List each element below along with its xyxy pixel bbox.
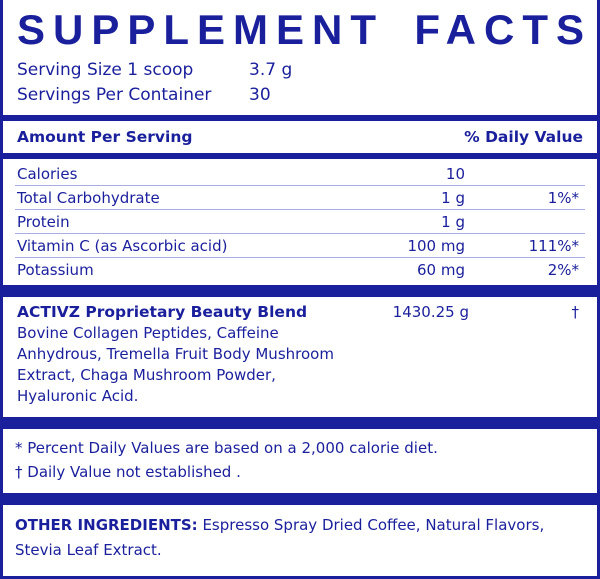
- blend-ingredients-line: Hyaluronic Acid.: [17, 387, 139, 405]
- dv-header: % Daily Value: [464, 128, 583, 146]
- nutrient-dv: 2%*: [547, 261, 579, 279]
- nutrient-row: Calories 10: [15, 162, 585, 186]
- divider: [3, 153, 597, 159]
- blend-amount: 1430.25 g: [392, 303, 469, 321]
- nutrient-amount: 100 mg: [407, 237, 465, 255]
- footnote-dagger: † Daily Value not established .: [15, 463, 241, 481]
- servings-per-container: Servings Per Container 30: [17, 83, 271, 107]
- other-ingredients-label: OTHER INGREDIENTS:: [15, 516, 198, 534]
- column-header: Amount Per Serving % Daily Value: [17, 124, 583, 150]
- nutrient-name: Vitamin C (as Ascorbic acid): [17, 237, 228, 255]
- nutrient-row: Vitamin C (as Ascorbic acid) 100 mg 111%*: [15, 234, 585, 258]
- servings-label: Servings Per Container: [17, 85, 212, 105]
- other-ingredients: OTHER INGREDIENTS: Espresso Spray Dried …: [15, 513, 575, 563]
- nutrient-amount: 1 g: [441, 189, 465, 207]
- nutrient-dv: 1%*: [547, 189, 579, 207]
- amount-header: Amount Per Serving: [17, 128, 193, 146]
- label-title: SUPPLEMENT FACTS: [17, 6, 592, 54]
- nutrient-row: Potassium 60 mg 2%*: [15, 258, 585, 282]
- blend-ingredients-line: Extract, Chaga Mushroom Powder,: [17, 366, 276, 384]
- serving-size: Serving Size 1 scoop 3.7 g: [17, 58, 292, 82]
- divider: [3, 417, 597, 429]
- title-word: SUPPLEMENT: [17, 6, 385, 53]
- nutrient-name: Total Carbohydrate: [17, 189, 160, 207]
- servings-value: 30: [249, 85, 271, 105]
- nutrient-name: Potassium: [17, 261, 94, 279]
- serving-size-value: 3.7 g: [249, 60, 293, 80]
- blend-ingredients-line: Anhydrous, Tremella Fruit Body Mushroom: [17, 345, 334, 363]
- proprietary-blend: ACTIVZ Proprietary Beauty Blend 1430.25 …: [17, 302, 587, 407]
- blend-name: ACTIVZ Proprietary Beauty Blend: [17, 303, 308, 321]
- nutrient-amount: 60 mg: [417, 261, 465, 279]
- nutrient-dv: 111%*: [528, 237, 579, 255]
- nutrient-row: Total Carbohydrate 1 g 1%*: [15, 186, 585, 210]
- bottom-border: [3, 576, 597, 579]
- nutrient-name: Protein: [17, 213, 70, 231]
- title-word: FACTS: [414, 6, 592, 53]
- nutrient-name: Calories: [17, 165, 78, 183]
- serving-size-label: Serving Size 1 scoop: [17, 60, 194, 80]
- nutrient-amount: 1 g: [441, 213, 465, 231]
- nutrient-row: Protein 1 g: [15, 210, 585, 234]
- blend-dv: †: [571, 303, 580, 321]
- nutrient-amount: 10: [445, 165, 465, 183]
- divider: [3, 493, 597, 505]
- footnote-daily-values: * Percent Daily Values are based on a 2,…: [15, 439, 438, 457]
- blend-ingredients-line: Bovine Collagen Peptides, Caffeine: [17, 324, 279, 342]
- divider: [3, 115, 597, 121]
- other-ingredients-text: Espresso Spray Dried Coffee, Natural Fla…: [15, 516, 545, 559]
- divider: [3, 285, 597, 297]
